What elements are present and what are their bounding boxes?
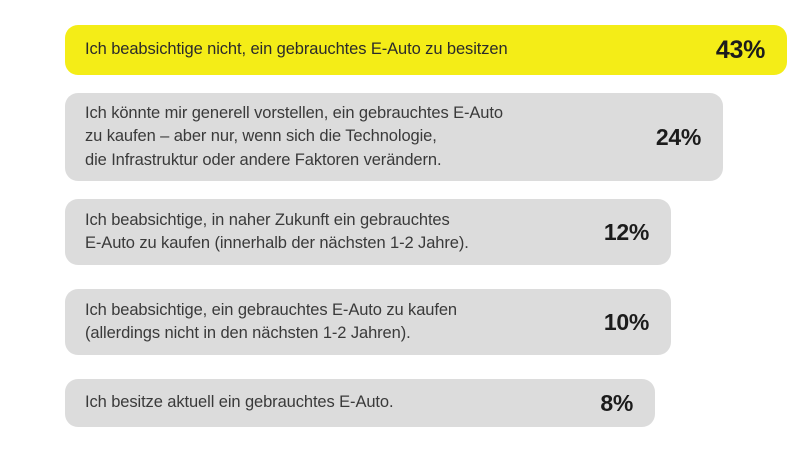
bar-value: 12% — [603, 218, 649, 245]
bar-label: Ich beabsichtige nicht, ein gebrauchtes … — [85, 40, 508, 59]
bar-label: Ich beabsichtige, in naher Zukunft ein g… — [85, 210, 469, 253]
bar-value: 24% — [655, 123, 701, 150]
bar-value: 10% — [603, 308, 649, 335]
bar-row: Ich beabsichtige, in naher Zukunft ein g… — [65, 199, 671, 265]
bar-label: Ich beabsichtige, ein gebrauchtes E-Auto… — [85, 300, 457, 343]
bar-value: 43% — [715, 35, 765, 64]
bar-row: Ich beabsichtige nicht, ein gebrauchtes … — [65, 25, 787, 75]
bar-label: Ich besitze aktuell ein gebrauchtes E-Au… — [85, 393, 394, 412]
bar-label: Ich könnte mir generell vorstellen, ein … — [85, 103, 503, 169]
bar-row: Ich besitze aktuell ein gebrauchtes E-Au… — [65, 379, 655, 427]
bar-row: Ich beabsichtige, ein gebrauchtes E-Auto… — [65, 289, 671, 355]
bar-value: 8% — [600, 389, 633, 416]
bar-row: Ich könnte mir generell vorstellen, ein … — [65, 93, 723, 181]
